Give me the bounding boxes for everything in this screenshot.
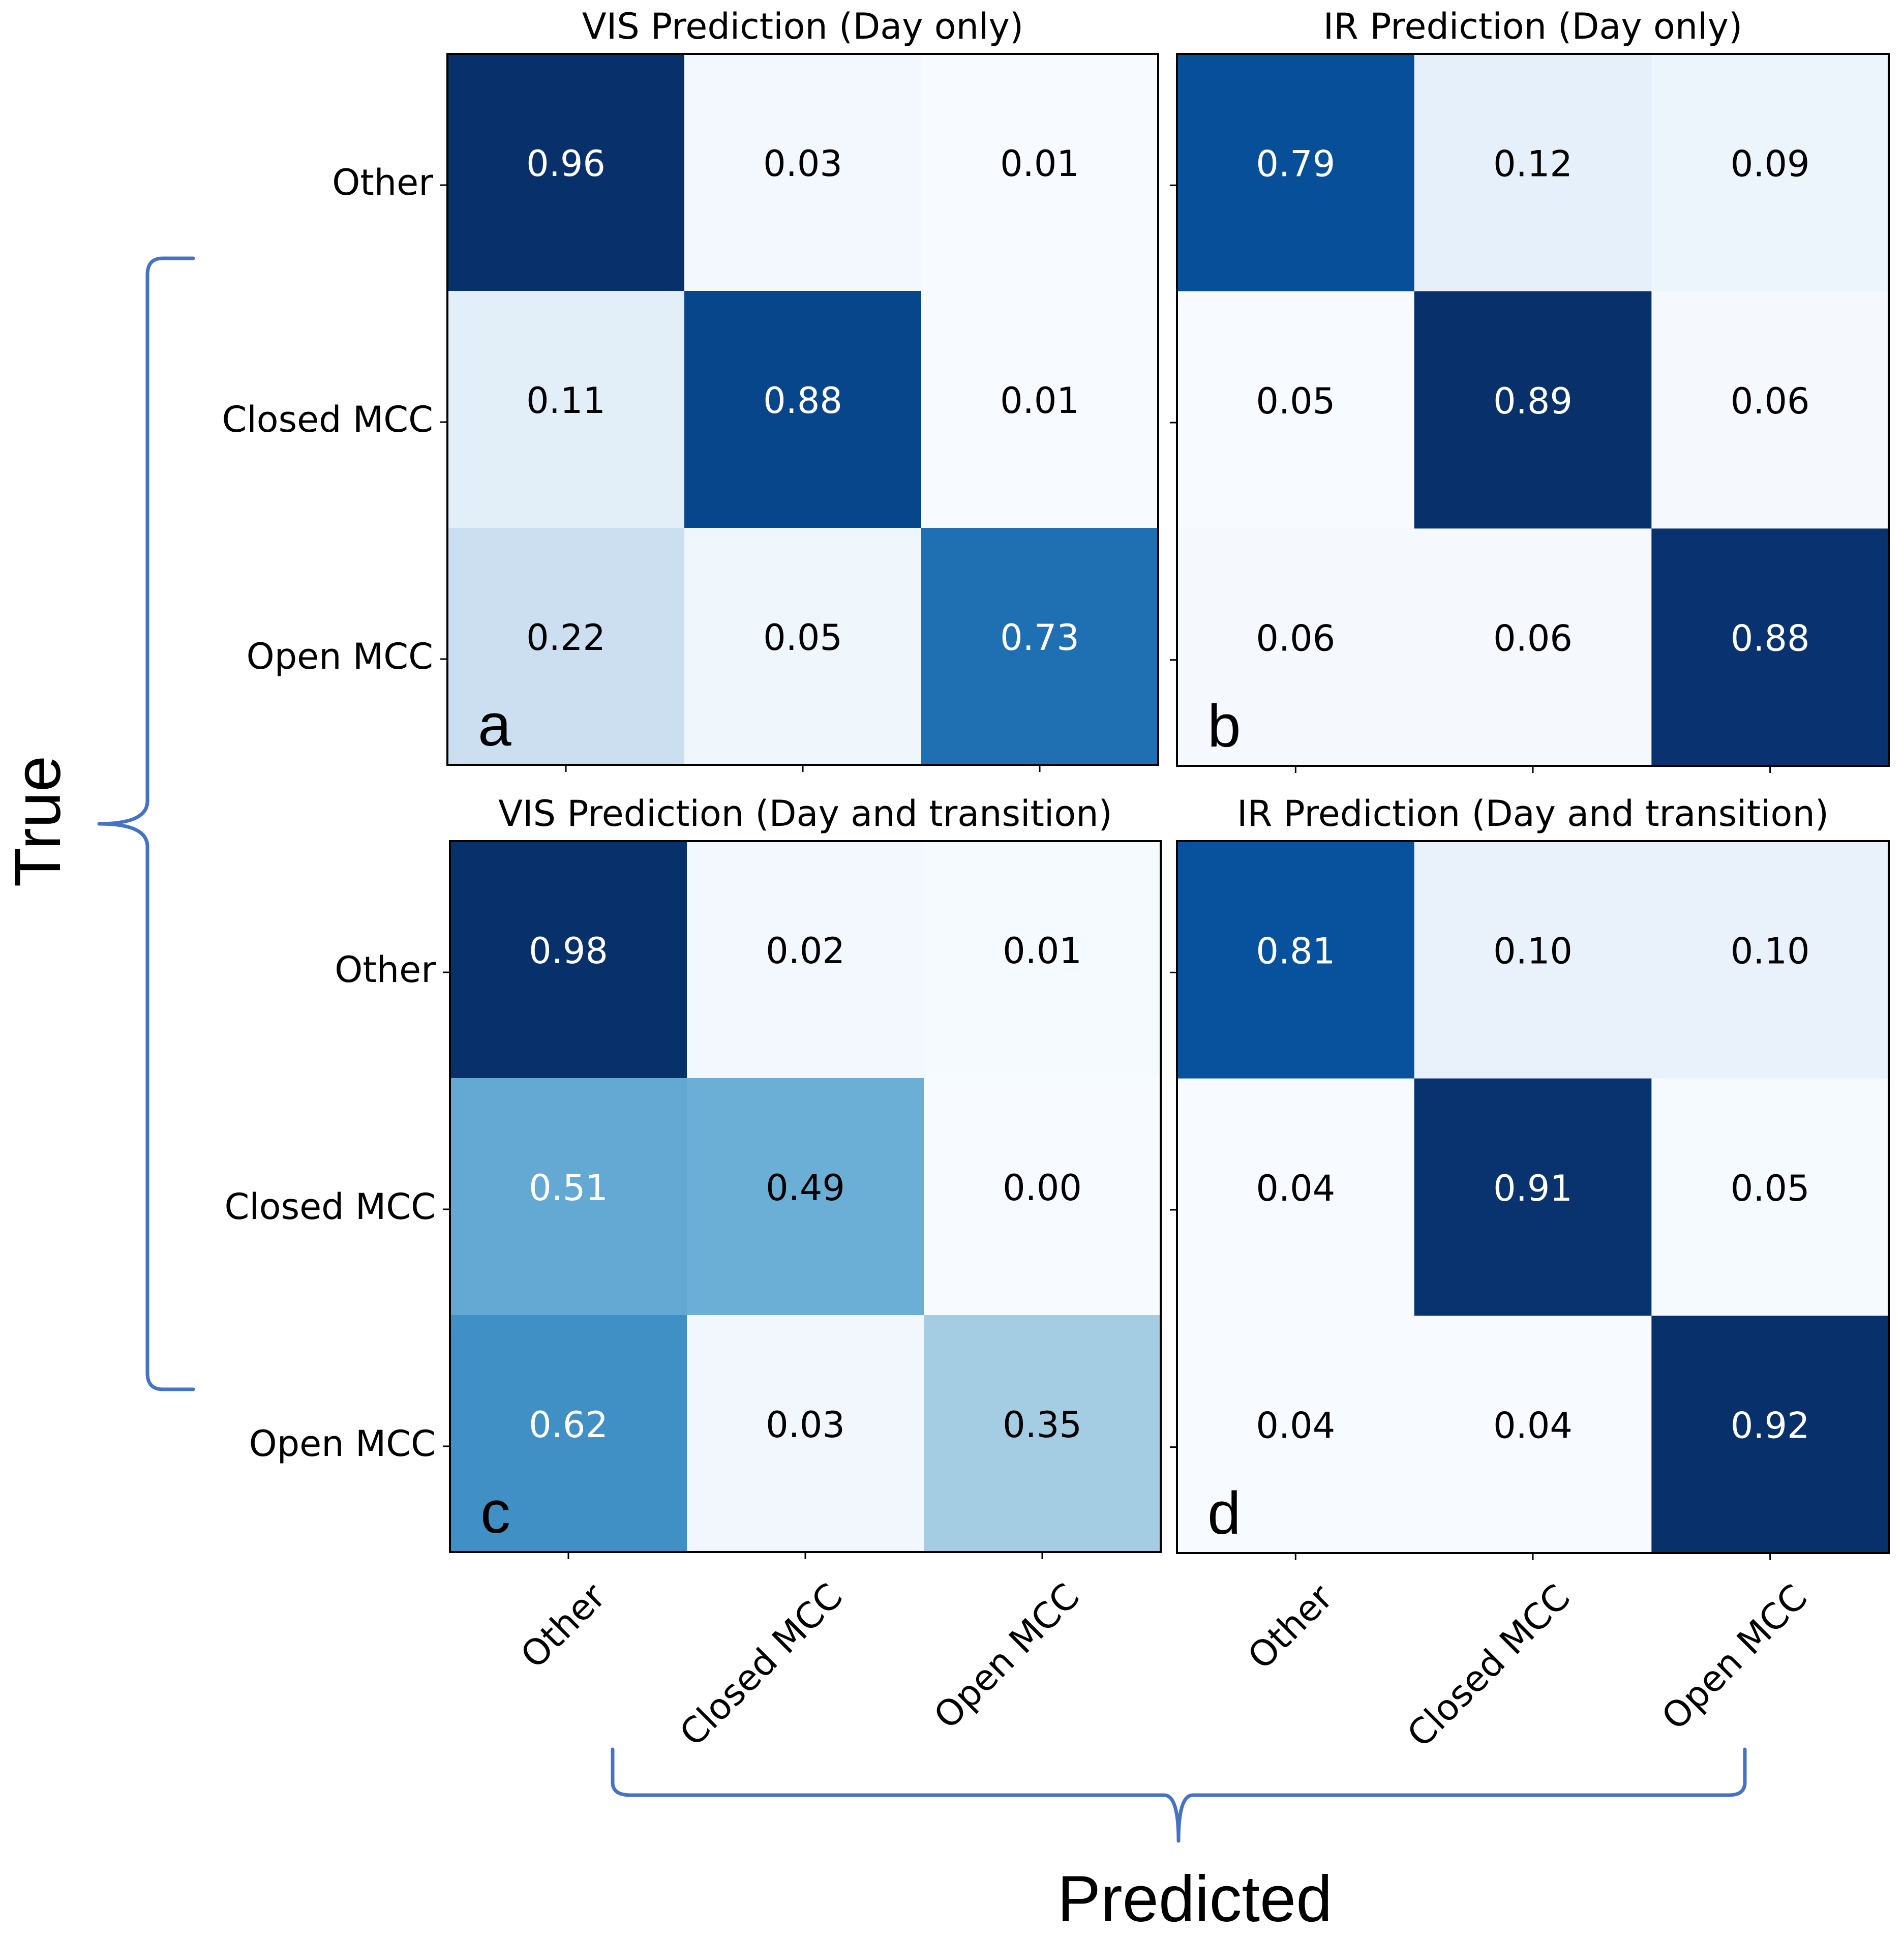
heatmap-cell bbox=[1651, 291, 1889, 529]
true-bracket bbox=[97, 256, 195, 1391]
predicted-bracket bbox=[611, 1747, 1747, 1843]
cell-value-label: 0.49 bbox=[766, 1167, 845, 1209]
cell-value-label: 0.98 bbox=[529, 930, 608, 972]
panel-a: 0.96 0.03 0.01 0.11 0.88 0.01 0.22 0.05 0.73 VIS … bbox=[222, 6, 1159, 772]
cell-value-label: 0.01 bbox=[1000, 380, 1079, 422]
heatmap-cell bbox=[924, 1315, 1161, 1553]
heatmap-cell bbox=[924, 841, 1161, 1079]
heatmap-cell bbox=[450, 1078, 687, 1316]
cell-value-label: 0.92 bbox=[1731, 1405, 1810, 1447]
heatmap-cell bbox=[687, 1315, 924, 1553]
cell-value-label: 0.05 bbox=[1256, 380, 1335, 422]
cell-value-label: 0.89 bbox=[1493, 380, 1573, 422]
cell-value-label: 0.03 bbox=[763, 143, 842, 185]
cell-value-label: 0.10 bbox=[1731, 930, 1810, 972]
x-axis-label-predicted: Predicted bbox=[1057, 1863, 1333, 1935]
heatmap-cell bbox=[1651, 528, 1889, 766]
cell-value-label: 0.04 bbox=[1256, 1405, 1335, 1447]
heatmap-cell bbox=[1414, 1316, 1652, 1554]
cell-value-label: 0.73 bbox=[1000, 617, 1079, 659]
cell-value-label: 0.88 bbox=[763, 380, 842, 422]
heatmap-cell bbox=[1414, 841, 1652, 1079]
heatmap-cell bbox=[447, 291, 685, 528]
panel-title: IR Prediction (Day and transition) bbox=[1237, 793, 1829, 835]
heatmap-cell bbox=[450, 841, 687, 1079]
cell-value-label: 0.96 bbox=[526, 143, 606, 185]
panel-title: VIS Prediction (Day and transition) bbox=[498, 793, 1112, 835]
heatmap-cell bbox=[1651, 841, 1889, 1079]
panel-letter: a bbox=[478, 692, 511, 759]
cell-value-label: 0.03 bbox=[766, 1404, 845, 1446]
cell-value-label: 0.09 bbox=[1731, 143, 1810, 185]
cell-value-label: 0.04 bbox=[1256, 1168, 1335, 1209]
cell-value-label: 0.06 bbox=[1493, 618, 1573, 660]
cell-value-label: 0.88 bbox=[1731, 618, 1810, 660]
heatmap-cell bbox=[921, 291, 1159, 528]
y-tick-label: Other bbox=[332, 162, 433, 203]
y-tick-label: Open MCC bbox=[249, 1423, 436, 1465]
panel-letter: b bbox=[1207, 693, 1241, 760]
heatmap-cell bbox=[1177, 1078, 1415, 1316]
cell-value-label: 0.05 bbox=[763, 617, 842, 659]
heatmap-cell bbox=[924, 1078, 1161, 1316]
heatmap-cell bbox=[1177, 1316, 1415, 1554]
heatmap-cell bbox=[1414, 291, 1652, 529]
heatmap-cell bbox=[447, 528, 685, 765]
cell-value-label: 0.12 bbox=[1493, 143, 1573, 185]
heatmap-cell bbox=[687, 1078, 924, 1316]
heatmap-cell bbox=[921, 54, 1159, 291]
y-tick-label: Closed MCC bbox=[224, 1186, 436, 1228]
panel-b: 0.79 0.12 0.09 0.05 0.89 0.06 0.06 0.06 0.88 IR P… bbox=[1170, 6, 1890, 773]
cell-value-label: 0.04 bbox=[1493, 1405, 1573, 1447]
cell-value-label: 0.06 bbox=[1731, 380, 1810, 422]
cell-value-label: 0.62 bbox=[529, 1404, 608, 1446]
heatmap-cell bbox=[1651, 1078, 1889, 1316]
cell-value-label: 0.22 bbox=[526, 617, 606, 659]
y-axis-label-true: True bbox=[2, 756, 74, 887]
heatmap-cell bbox=[1177, 291, 1415, 529]
heatmap-cell bbox=[447, 54, 685, 291]
cell-value-label: 0.11 bbox=[526, 380, 606, 422]
panel-title: VIS Prediction (Day only) bbox=[582, 6, 1023, 47]
cell-value-label: 0.06 bbox=[1256, 618, 1335, 660]
heatmap-cell bbox=[450, 1315, 687, 1553]
cell-value-label: 0.02 bbox=[766, 930, 845, 972]
cell-value-label: 0.00 bbox=[1003, 1167, 1082, 1209]
panel-c: 0.98 0.02 0.01 0.51 0.49 0.00 0.62 0.03 0.35 VIS … bbox=[224, 793, 1162, 1754]
cell-value-label: 0.01 bbox=[1000, 143, 1079, 185]
heatmap-cell bbox=[1651, 54, 1889, 292]
heatmap-cell bbox=[1177, 841, 1415, 1079]
panels: 0.96 0.03 0.01 0.11 0.88 0.01 0.22 0.05 0.73 VIS … bbox=[222, 6, 1890, 1755]
heatmap-cell bbox=[687, 841, 924, 1079]
panel-title: IR Prediction (Day only) bbox=[1323, 6, 1743, 47]
cell-value-label: 0.35 bbox=[1003, 1404, 1082, 1446]
y-tick-label: Other bbox=[335, 949, 436, 991]
cell-value-label: 0.05 bbox=[1731, 1168, 1810, 1209]
cell-value-label: 0.51 bbox=[529, 1167, 608, 1209]
y-tick-label: Open MCC bbox=[247, 636, 433, 677]
heatmap-cell bbox=[684, 528, 922, 765]
y-tick-label: Closed MCC bbox=[222, 399, 433, 440]
cell-value-label: 0.01 bbox=[1003, 930, 1082, 972]
heatmap-cell bbox=[1177, 528, 1415, 766]
panel-letter: d bbox=[1207, 1480, 1241, 1547]
heatmap-cell bbox=[684, 291, 922, 528]
heatmap-cell bbox=[1414, 1078, 1652, 1316]
heatmap-cell bbox=[921, 528, 1159, 765]
cell-value-label: 0.79 bbox=[1256, 143, 1335, 185]
heatmap-cell bbox=[1414, 528, 1652, 766]
cell-value-label: 0.81 bbox=[1256, 930, 1335, 972]
heatmap-cell bbox=[1414, 54, 1652, 292]
panel-d: 0.81 0.10 0.10 0.04 0.91 0.05 0.04 0.04 0.92 IR P… bbox=[1170, 793, 1890, 1755]
panel-letter: c bbox=[480, 1479, 510, 1546]
heatmap-cell bbox=[1177, 54, 1415, 292]
cell-value-label: 0.10 bbox=[1493, 930, 1573, 972]
heatmap-cell bbox=[1651, 1316, 1889, 1554]
cell-value-label: 0.91 bbox=[1493, 1168, 1573, 1209]
heatmap-cell bbox=[684, 54, 922, 291]
